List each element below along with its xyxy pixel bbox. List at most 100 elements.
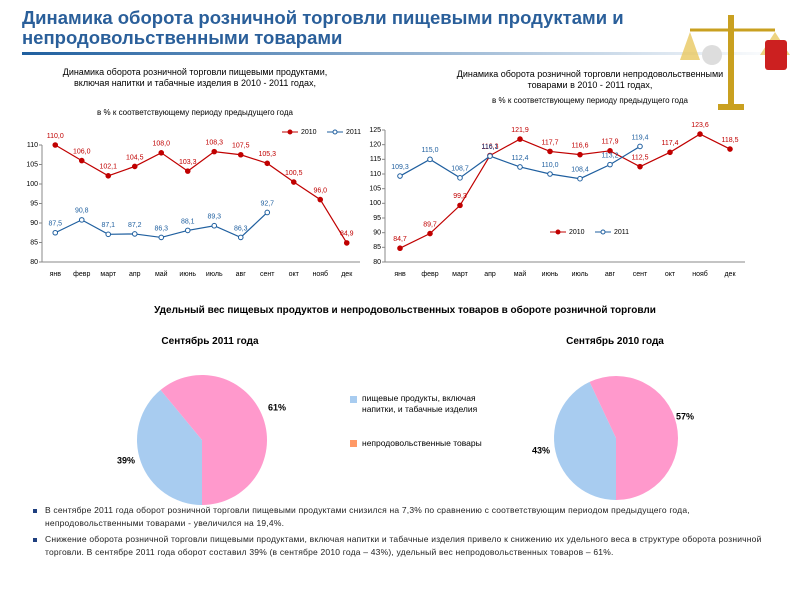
point (697, 131, 703, 137)
legend-label: 2011 (346, 129, 361, 136)
x-tick-label: май (155, 270, 168, 278)
y-tick-label: 85 (30, 239, 38, 246)
y-tick-label: 95 (30, 200, 38, 207)
data-label: 89,3 (207, 214, 221, 221)
pie-slice (589, 376, 678, 500)
y-tick-label: 95 (373, 215, 381, 222)
data-label: 99,3 (453, 193, 467, 200)
point (427, 156, 433, 163)
point (158, 150, 165, 156)
y-tick-label: 105 (26, 161, 38, 168)
point (547, 171, 553, 177)
chart-subtitle: в % к соответствующему периоду предыдуще… (492, 96, 688, 105)
point (184, 168, 191, 174)
legend-label: непродовольственные товары (362, 438, 482, 448)
data-label: 115,0 (422, 147, 439, 154)
pie-slice (137, 389, 202, 505)
point (427, 230, 433, 237)
data-label: 102,1 (99, 164, 117, 171)
y-tick-label: 120 (369, 142, 381, 149)
y-tick-label: 110 (370, 171, 381, 178)
pie-title: Сентябрь 2011 года (161, 336, 259, 347)
data-label: 39% (117, 455, 135, 465)
point (52, 142, 59, 148)
chart-title: Динамика оборота розничной торговли пище… (62, 67, 328, 88)
x-tick-label: авг (605, 271, 616, 278)
bullet-marker (33, 509, 37, 513)
point (131, 163, 138, 170)
data-label: 108,3 (205, 139, 223, 146)
point (78, 157, 85, 164)
legend-marker (332, 129, 338, 135)
legend-swatch (350, 396, 357, 403)
x-tick-label: янв (50, 271, 62, 278)
data-label: 87,1 (101, 222, 115, 229)
bullet-text: В сентябре 2011 года оборот розничной то… (45, 505, 690, 528)
y-tick-label: 115 (370, 156, 381, 163)
point (290, 179, 297, 185)
data-label: 86,3 (234, 225, 248, 232)
x-tick-label: дек (341, 271, 353, 278)
bullet-text: Снижение оборота розничной торговли пище… (45, 534, 762, 557)
pie-slice (160, 374, 267, 505)
section-title: Удельный вес пищевых продуктов и непродо… (154, 305, 656, 316)
pie-slice (554, 381, 616, 500)
point (607, 161, 613, 168)
point (264, 160, 271, 167)
point (237, 151, 244, 158)
data-label: 61% (268, 402, 286, 412)
point (211, 148, 218, 155)
data-label: 117,7 (542, 139, 559, 146)
point (577, 175, 583, 182)
data-label: 96,0 (313, 187, 327, 194)
y-tick-label: 105 (369, 186, 381, 193)
pie-title: Сентябрь 2010 года (566, 336, 664, 347)
x-tick-label: сент (260, 271, 275, 278)
x-tick-label: авг (236, 271, 247, 278)
point (487, 153, 493, 159)
x-tick-label: июнь (542, 271, 559, 278)
x-tick-label: июль (206, 271, 223, 278)
point (131, 231, 138, 237)
point (547, 148, 553, 155)
x-tick-label: март (100, 271, 116, 278)
bullet-marker (33, 538, 37, 542)
chart-title: Динамика оборота розничной торговли непр… (456, 69, 724, 90)
data-label: 112,4 (512, 155, 529, 162)
legend-label: 2011 (614, 229, 629, 236)
x-tick-label: февр (421, 271, 438, 278)
point (52, 229, 59, 236)
data-label: 105,3 (258, 151, 276, 158)
data-label: 108,0 (152, 141, 170, 148)
x-tick-label: окт (665, 271, 676, 278)
x-tick-label: февр (73, 271, 90, 278)
point (184, 227, 191, 234)
data-label: 103,3 (179, 159, 197, 166)
series-line (399, 133, 731, 249)
x-tick-label: апр (129, 271, 141, 278)
data-label: 84,7 (393, 236, 407, 243)
legend-label: 2010 (569, 229, 585, 236)
data-label: 110,0 (47, 133, 64, 140)
point (577, 151, 583, 158)
data-label: 112,5 (632, 155, 649, 162)
legend-marker (600, 229, 606, 235)
y-tick-label: 110 (27, 142, 38, 149)
point (211, 222, 218, 229)
point (264, 209, 271, 216)
point (457, 175, 463, 181)
point (237, 234, 244, 241)
scales-icon (680, 15, 790, 110)
y-tick-label: 90 (373, 230, 381, 237)
point (105, 173, 112, 179)
data-label: 84,9 (340, 231, 354, 238)
point (158, 234, 165, 241)
x-tick-label: март (452, 271, 468, 278)
data-label: 87,5 (48, 221, 62, 228)
data-label: 43% (532, 445, 550, 455)
x-tick-label: июль (572, 271, 589, 278)
data-label: 121,9 (511, 127, 529, 134)
data-label: 113,2 (602, 152, 619, 159)
y-tick-label: 100 (26, 181, 38, 188)
